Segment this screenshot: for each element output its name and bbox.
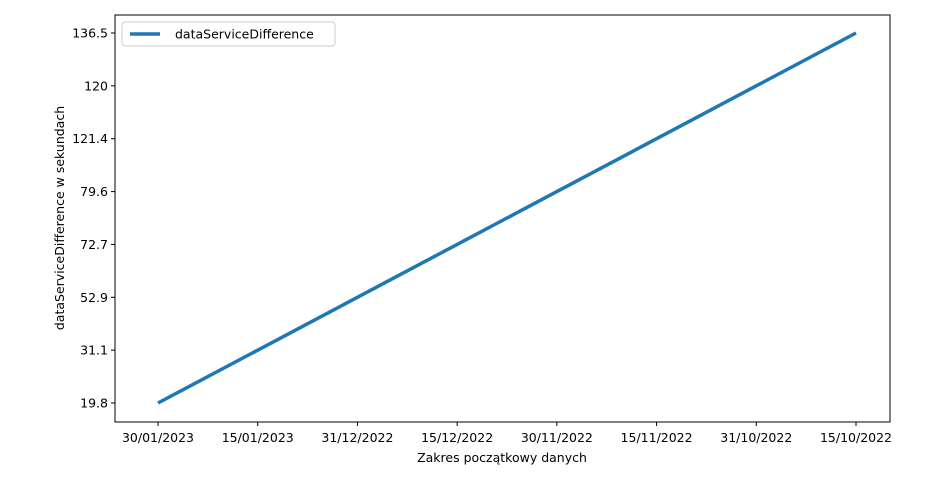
data-line [157,31,857,405]
plot-frame [114,14,891,423]
x-tick-label: 30/01/2023 [122,430,194,445]
x-tick-label: 15/12/2022 [421,430,493,445]
x-tick-label: 31/10/2022 [720,430,792,445]
y-tick-label: 72.7 [80,237,108,252]
legend-label: dataServiceDifference [175,27,314,42]
x-axis-label: Zakres początkowy danych [417,450,587,465]
x-tick-label: 30/11/2022 [521,430,593,445]
y-tick-label: 79.6 [80,184,108,199]
y-tick-label: 120 [84,78,108,93]
legend-box [121,21,336,47]
y-tick-label: 31.1 [80,343,108,358]
x-tick-label: 15/01/2023 [222,430,294,445]
y-tick-label: 52.9 [80,290,108,305]
x-tick-label: 31/12/2022 [321,430,393,445]
y-tick-label: 136.5 [72,26,108,41]
x-tick-label: 15/11/2022 [621,430,693,445]
y-axis-label: dataServiceDifference w sekundach [52,106,67,330]
y-tick-label: 19.8 [80,396,108,411]
y-tick-label: 121.4 [72,131,108,146]
x-tick-label: 15/10/2022 [820,430,892,445]
